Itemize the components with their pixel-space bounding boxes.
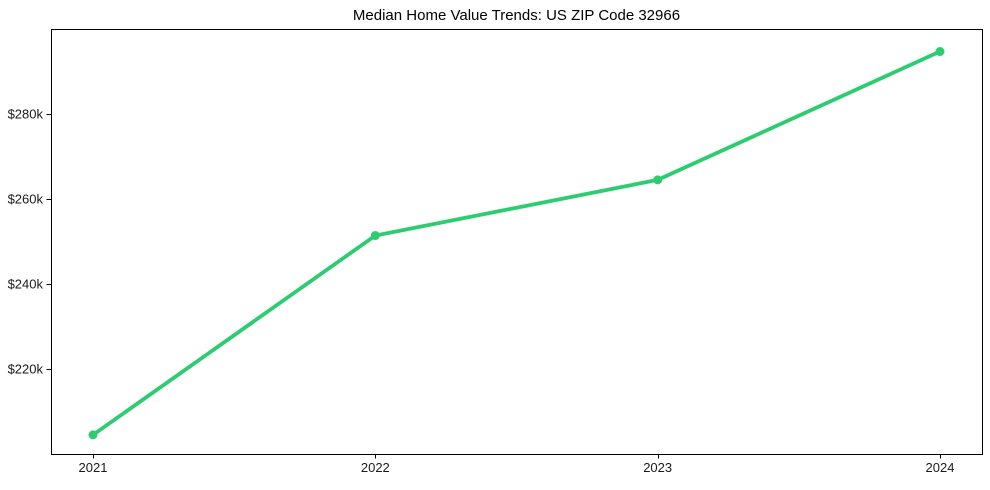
data-point (935, 47, 945, 57)
x-tick-label: 2024 (926, 460, 955, 475)
y-tick-label: $260k (8, 192, 44, 207)
y-axis: $220k $240k $260k $280k (8, 107, 51, 377)
x-tick-label: 2021 (79, 460, 108, 475)
y-tick-label: $240k (8, 277, 44, 292)
data-point (653, 175, 663, 185)
y-tick-label: $220k (8, 362, 44, 377)
chart-title: Median Home Value Trends: US ZIP Code 32… (352, 7, 681, 24)
y-tick-label: $280k (8, 107, 44, 122)
plot-border (51, 29, 983, 455)
x-tick-label: 2023 (643, 460, 672, 475)
x-tick-label: 2022 (361, 460, 390, 475)
x-axis: 2021 2022 2023 2024 (79, 454, 955, 475)
data-point (370, 231, 380, 241)
trend-line (91, 49, 942, 437)
data-point (88, 430, 98, 440)
